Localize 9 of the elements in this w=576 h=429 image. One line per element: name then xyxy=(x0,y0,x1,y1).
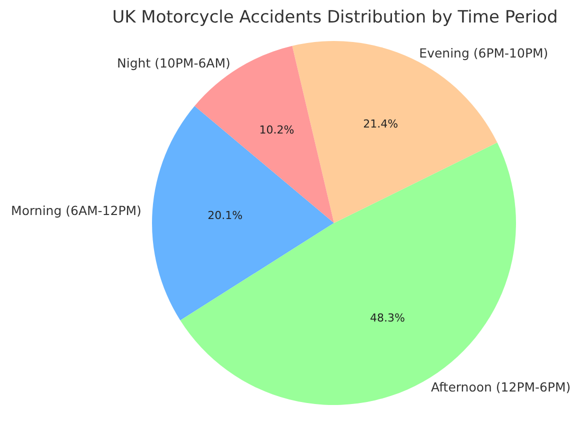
data-label: 20.1% xyxy=(208,209,243,222)
slice-label: Night (10PM-6AM) xyxy=(117,55,230,70)
data-label: 10.2% xyxy=(259,124,294,137)
data-label: 21.4% xyxy=(363,118,398,131)
chart-title: UK Motorcycle Accidents Distribution by Time Period xyxy=(112,8,558,28)
data-label: 48.3% xyxy=(370,312,405,325)
slice-label: Morning (6AM-12PM) xyxy=(11,202,142,218)
slice-label: Afternoon (12PM-6PM) xyxy=(431,379,571,394)
slice-label: Evening (6PM-10PM) xyxy=(419,45,548,60)
